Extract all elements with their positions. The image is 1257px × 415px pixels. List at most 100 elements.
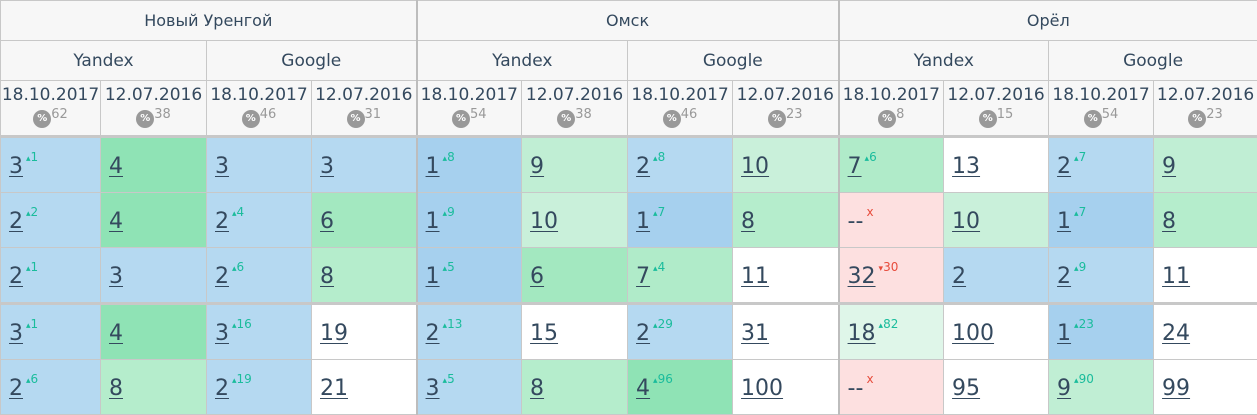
date-header[interactable]: 12.07.2016%15 [944, 81, 1049, 137]
position-cell: 1▴9 [417, 193, 522, 248]
date-header[interactable]: 18.10.2017%8 [839, 81, 944, 137]
date-header[interactable]: 12.07.2016%38 [101, 81, 207, 137]
position-link[interactable]: 9 [1162, 154, 1176, 179]
position-link[interactable]: 9 [530, 154, 544, 179]
position-link[interactable]: 8 [1162, 209, 1176, 234]
position-cell: 31 [733, 304, 839, 360]
position-link[interactable]: 32 [848, 264, 876, 289]
date-header[interactable]: 18.10.2017%54 [417, 81, 522, 137]
position-cell: 4 [101, 304, 207, 360]
position-link[interactable]: 4 [109, 154, 123, 179]
position-link[interactable]: 1 [426, 209, 440, 234]
position-link[interactable]: 2 [426, 321, 440, 346]
date-header[interactable]: 18.10.2017%62 [1, 81, 101, 137]
position-link[interactable]: 31 [741, 321, 769, 346]
position-link[interactable]: 15 [530, 321, 558, 346]
position-link[interactable]: 8 [530, 376, 544, 401]
position-cell: 1▴5 [417, 248, 522, 304]
position-change-up: ▴5 [443, 372, 455, 386]
date-header[interactable]: 12.07.2016%38 [522, 81, 628, 137]
position-link[interactable]: 3 [215, 321, 229, 346]
date-header[interactable]: 12.07.2016%23 [733, 81, 839, 137]
position-link[interactable]: 2 [215, 209, 229, 234]
position-link[interactable]: 1 [426, 154, 440, 179]
percent-value: 15 [997, 107, 1014, 122]
position-link[interactable]: 7 [636, 264, 650, 289]
position-cell: 24 [1154, 304, 1257, 360]
position-link[interactable]: 1 [426, 264, 440, 289]
date-header[interactable]: 18.10.2017%46 [207, 81, 312, 137]
date-header[interactable]: 18.10.2017%46 [628, 81, 733, 137]
position-link[interactable]: 3 [9, 154, 23, 179]
position-link[interactable]: 3 [215, 154, 229, 179]
position-link[interactable]: 2 [9, 209, 23, 234]
position-link[interactable]: 2 [215, 264, 229, 289]
position-link[interactable]: 11 [1162, 264, 1190, 289]
position-link[interactable]: 2 [215, 376, 229, 401]
position-link[interactable]: 4 [636, 376, 650, 401]
date-label: 12.07.2016 [1154, 81, 1257, 109]
position-link[interactable]: 2 [9, 376, 23, 401]
city-header: Новый Уренгой [1, 1, 417, 41]
visibility-percent: %54 [418, 109, 522, 129]
position-link[interactable]: 4 [109, 321, 123, 346]
position-link[interactable]: 9 [1057, 376, 1071, 401]
percent-icon: % [663, 110, 681, 128]
position-link[interactable]: 21 [320, 376, 348, 401]
change-value: 19 [237, 372, 252, 386]
position-link[interactable]: 2 [1057, 154, 1071, 179]
change-value: 7 [658, 205, 666, 219]
date-header[interactable]: 12.07.2016%31 [312, 81, 417, 137]
position-link[interactable]: 2 [1057, 264, 1071, 289]
position-link[interactable]: 100 [741, 376, 783, 401]
position-link[interactable]: 1 [1057, 209, 1071, 234]
position-link[interactable]: 95 [952, 376, 980, 401]
position-link[interactable]: 2 [952, 264, 966, 289]
position-link[interactable]: 3 [320, 154, 334, 179]
position-change-up: ▴1 [26, 317, 38, 331]
position-link[interactable]: 1 [636, 209, 650, 234]
position-link[interactable]: 100 [952, 321, 994, 346]
position-cell: 10 [944, 193, 1049, 248]
position-link[interactable]: 3 [109, 264, 123, 289]
date-header[interactable]: 18.10.2017%54 [1049, 81, 1154, 137]
position-cell: 10 [733, 137, 839, 193]
position-link[interactable]: 3 [9, 321, 23, 346]
position-link[interactable]: 3 [426, 376, 440, 401]
engine-header: Google [207, 41, 417, 81]
position-cell: --x [839, 360, 944, 415]
position-link[interactable]: 19 [320, 321, 348, 346]
position-cell: 2▴19 [207, 360, 312, 415]
position-cell: 1▴23 [1049, 304, 1154, 360]
position-link[interactable]: 10 [530, 209, 558, 234]
percent-icon: % [242, 110, 260, 128]
position-link[interactable]: 2 [636, 154, 650, 179]
position-change-up: ▴1 [26, 260, 38, 274]
position-link[interactable]: 8 [320, 264, 334, 289]
position-link[interactable]: 7 [848, 154, 862, 179]
change-value: 7 [1079, 150, 1087, 164]
position-change-up: ▴7 [653, 205, 665, 219]
position-link[interactable]: 11 [741, 264, 769, 289]
visibility-percent: %31 [312, 109, 416, 129]
position-link[interactable]: 6 [530, 264, 544, 289]
position-link[interactable]: 4 [109, 209, 123, 234]
position-link[interactable]: 8 [109, 376, 123, 401]
position-cell: 9 [1154, 137, 1257, 193]
position-link[interactable]: 24 [1162, 321, 1190, 346]
position-link[interactable]: 10 [741, 154, 769, 179]
position-link[interactable]: 13 [952, 154, 980, 179]
position-link[interactable]: 2 [636, 321, 650, 346]
position-link[interactable]: 18 [848, 321, 876, 346]
position-link[interactable]: 99 [1162, 376, 1190, 401]
position-link[interactable]: 1 [1057, 321, 1071, 346]
position-link[interactable]: 6 [320, 209, 334, 234]
position-link[interactable]: 2 [9, 264, 23, 289]
percent-value: 46 [260, 107, 277, 122]
position-link[interactable]: 10 [952, 209, 980, 234]
date-header[interactable]: 12.07.2016%23 [1154, 81, 1257, 137]
position-link[interactable]: 8 [741, 209, 755, 234]
engine-header: Google [1049, 41, 1257, 81]
change-value: 96 [658, 372, 673, 386]
percent-icon: % [1084, 110, 1102, 128]
